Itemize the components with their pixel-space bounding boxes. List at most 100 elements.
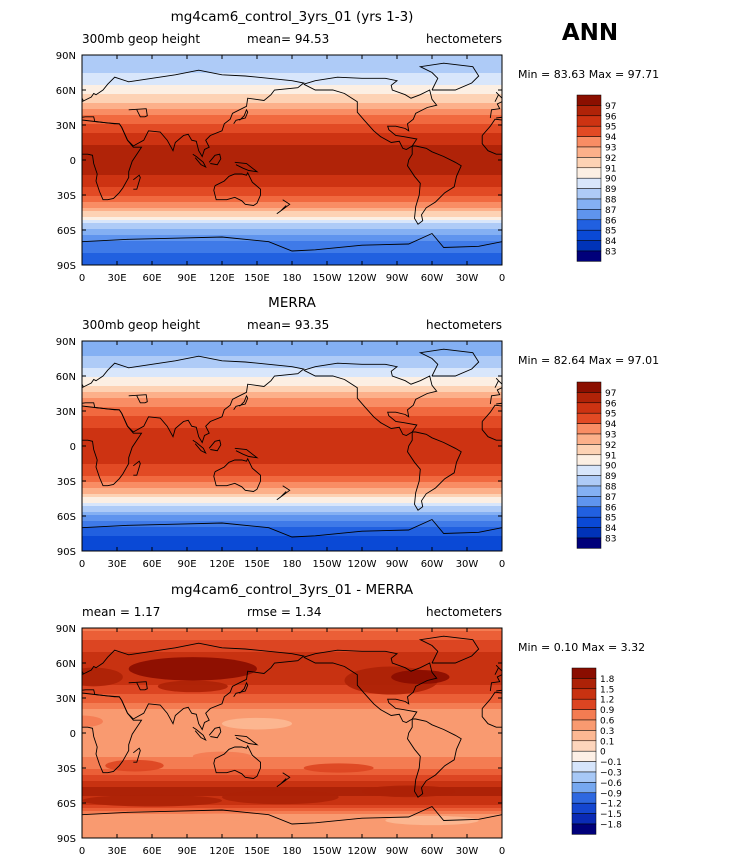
field-band [82,533,502,537]
field-band [82,160,502,164]
field-band [82,431,502,435]
coastline [213,744,261,779]
coastline [128,394,148,404]
field-band [82,542,502,546]
field-band [82,82,502,86]
coastline [303,649,438,723]
field-band [82,500,502,504]
field-band [82,112,502,116]
coastline [655,735,677,744]
field-band [82,634,502,638]
field-band [82,503,502,507]
colorbar-swatch [576,423,602,435]
lon-tick-label: 120E [209,559,234,570]
colorbar-label: 0.1 [600,737,614,747]
field-band [82,739,502,743]
field-band [82,829,502,833]
lon-tick-label: 120W [348,273,377,284]
field-band [82,658,502,662]
colorbar-swatch [571,802,597,814]
anomaly-region [157,680,228,693]
field-band [82,115,502,119]
field-band [82,718,502,722]
field-band [82,682,502,686]
field-band [82,220,502,224]
field-band [82,646,502,650]
field-band [82,760,502,764]
lat-tick-label: 60N [56,372,76,383]
coastline [82,405,143,487]
colorbar-label: 94 [605,133,617,143]
field-band [82,368,502,372]
lat-tick-label: 90N [56,337,76,348]
field-band [82,643,502,647]
coastline [133,747,141,763]
field-band [82,805,502,809]
colorbar-swatch [571,730,597,742]
field-band [82,94,502,98]
field-band [82,428,502,432]
colorbar-swatch [571,740,597,752]
field-band [82,512,502,516]
field-band [82,727,502,731]
field-band [82,527,502,531]
colorbar-swatch [576,219,602,231]
field-band [82,524,502,528]
field-band [82,775,502,779]
field-band [82,404,502,408]
season-label: ANN [562,20,618,46]
colorbar-swatch [571,761,597,773]
lon-tick-label: 90W [386,273,409,284]
lat-tick-label: 0 [70,729,76,740]
field-band [82,181,502,185]
coastline [407,145,462,225]
coastline [613,727,626,740]
colorbar-label: 89 [605,185,617,195]
lat-tick-label: 30N [56,121,76,132]
colorbar-swatch [576,475,602,487]
lon-tick-label: 0 [499,273,505,284]
field-band [82,443,502,447]
coastline [192,726,207,741]
map-field [82,55,710,265]
lon-tick-label: 60W [421,846,444,857]
coastline [276,485,291,501]
coastline [276,772,291,788]
field-band [82,410,502,414]
field-band [82,211,502,215]
field-band [82,661,502,665]
coastline [192,439,207,454]
coastline [654,396,668,410]
coastline [724,650,732,722]
lon-tick-label: 90E [177,273,196,284]
field-band [82,754,502,758]
lon-tick-label: 0 [79,273,85,284]
field-band [82,121,502,125]
lat-tick-label: 90S [57,547,76,558]
field-band [82,371,502,375]
field-band [82,91,502,95]
field-band [82,817,502,821]
field-band [82,377,502,381]
field-band [82,685,502,689]
field-band [82,127,502,131]
field-band [82,736,502,740]
coastline [234,161,259,173]
colorbar-swatch [571,813,597,825]
field-band [82,70,502,74]
colorbar-label: 97 [605,102,616,112]
field-band [82,253,502,257]
colorbar-swatch [576,146,602,158]
colorbar-label: 91 [605,164,616,174]
min-max-label: Min = 82.64 Max = 97.01 [518,354,659,367]
colorbar-swatch [576,167,602,179]
coastline [208,439,222,452]
field-band [82,214,502,218]
colorbar-swatch [576,485,602,497]
field-band [82,763,502,767]
anomaly-region [82,667,123,687]
field-band [82,826,502,830]
field-band [82,85,502,89]
coastline [697,200,710,214]
